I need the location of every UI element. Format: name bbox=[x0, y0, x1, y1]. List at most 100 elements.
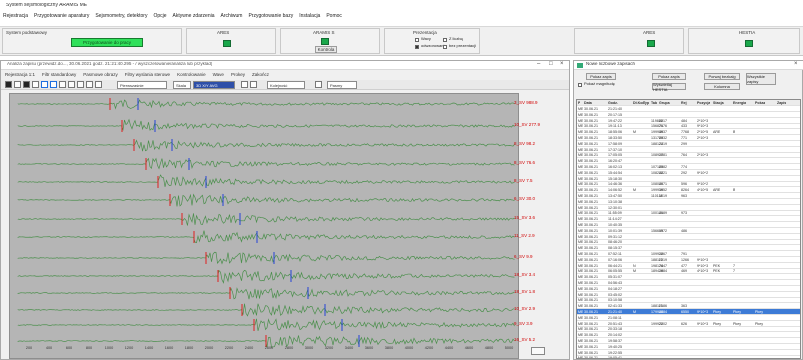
table-row[interactable]: ME 30.06.21 21:21:40 M 179948 2884 6550 9*10^3 P… bbox=[577, 309, 800, 315]
table-row[interactable]: ME 30.06.21 15:18:30 bbox=[577, 176, 800, 182]
seis-menu-1[interactable]: Rejestracja 1:1 bbox=[5, 72, 36, 77]
table-row[interactable]: ME 30.06.21 19:22:55 bbox=[577, 350, 800, 356]
table-row[interactable]: ME 30.06.21 02:41:33 188115 2186 363 bbox=[577, 303, 800, 310]
table-row[interactable]: ME 30.06.21 16:20:47 bbox=[577, 158, 800, 165]
stop-icon[interactable] bbox=[5, 81, 12, 88]
hestia-status-icon[interactable] bbox=[745, 40, 753, 47]
table-header-cell[interactable]: Rej bbox=[681, 101, 687, 105]
menu-item-baza[interactable]: Przygotowanie bazy bbox=[248, 13, 294, 19]
table-row[interactable]: ME 30.06.21 09:31:12 bbox=[577, 234, 800, 240]
table-row[interactable]: ME 30.06.21 16:02:13 107186 2382 774 bbox=[577, 164, 800, 170]
table-row[interactable]: ME 30.06.21 11:55:09 100146 2189 973 bbox=[577, 210, 800, 217]
table-row[interactable]: ME 30.06.21 15:44:54 108248 2221 292 9*10^2 bbox=[577, 170, 800, 176]
table-row[interactable]: ME 30.06.21 17:05:05 108927 1681 764 2*10^3 bbox=[577, 152, 800, 159]
menu-item-zdarzenia[interactable]: Aktywne zdarzenia bbox=[172, 13, 215, 19]
seis-menu-2[interactable]: Filtr standardowy bbox=[42, 72, 77, 77]
table-row[interactable]: ME 30.06.21 05:31:07 bbox=[577, 274, 800, 281]
menu-item-pomoc[interactable]: Pomoc bbox=[326, 13, 342, 19]
table-row[interactable]: ME 30.06.21 03:10:58 bbox=[577, 297, 800, 304]
table-header-cell[interactable]: Pozycja bbox=[697, 101, 711, 105]
table-row[interactable]: ME 30.06.21 07:52:11 109922 1667 791 bbox=[577, 251, 800, 257]
seis-menu-5[interactable]: Kontrolowanie bbox=[177, 72, 206, 77]
kontrola-button[interactable]: Kontrola bbox=[315, 46, 337, 53]
table-row[interactable]: ME 30.06.21 20:14:02 bbox=[577, 332, 800, 339]
table-row[interactable]: ME 30.06.21 19:58:37 bbox=[577, 338, 800, 344]
toolbar-icon-11[interactable] bbox=[95, 81, 102, 88]
table-header-cell[interactable]: Tab bbox=[651, 101, 658, 105]
table-row[interactable]: ME 30.06.21 21:08:11 bbox=[577, 315, 800, 321]
band-select[interactable]: Pasmy bbox=[327, 81, 357, 89]
play-icon[interactable] bbox=[23, 81, 30, 88]
scale-select[interactable]: 3D X/Y AVG bbox=[193, 81, 235, 89]
table-row[interactable]: ME 30.06.21 11:14:27 bbox=[577, 216, 800, 223]
events-close-icon[interactable]: × bbox=[794, 61, 798, 67]
table-row[interactable]: ME 30.06.21 21:21:40 bbox=[577, 106, 800, 112]
seis-menu-6[interactable]: Wave bbox=[212, 72, 224, 77]
table-header-cell[interactable]: Data bbox=[584, 101, 592, 105]
table-row[interactable]: ME 30.06.21 13:47:50 110118 1819 963 bbox=[577, 193, 800, 199]
table-row[interactable]: ME 30.06.21 20:51:43 199922 2002 626 9*10^3 Pke… bbox=[577, 321, 800, 327]
table-row[interactable]: ME 30.06.21 04:18:27 bbox=[577, 286, 800, 292]
table-row[interactable]: ME 30.06.21 19:11:13 156876 2176 433 9*10^3 bbox=[577, 123, 800, 130]
toolbar-icon-13[interactable] bbox=[250, 81, 257, 88]
pokaz-zapis-button-2[interactable]: Pokaz zapis bbox=[652, 73, 686, 80]
table-row[interactable]: ME 30.06.21 17:37:10 bbox=[577, 147, 800, 153]
table-row[interactable]: ME 30.06.21 08:46:20 bbox=[577, 239, 800, 246]
ares-2-status-icon[interactable] bbox=[647, 40, 655, 47]
table-row[interactable]: ME 30.06.21 14:06:52 M 199919 3652 8264 4*10^5 A… bbox=[577, 187, 800, 194]
order-select[interactable]: Kolejność bbox=[267, 81, 305, 89]
table-row[interactable]: ME 30.06.21 19:05:41 bbox=[577, 355, 800, 358]
table-row[interactable]: ME 30.06.21 20:17:15 bbox=[577, 112, 800, 118]
menu-item-aparatura[interactable]: Przygotowanie aparatury bbox=[34, 13, 90, 19]
table-row[interactable]: ME 30.06.21 12:30:01 bbox=[577, 205, 800, 211]
table-row[interactable]: ME 30.06.21 18:55:06 M 199946 3937 7768 2*10^5 A… bbox=[577, 129, 800, 136]
menu-item-sejsmometry[interactable]: Sejsmometry, detektory bbox=[95, 13, 148, 19]
mode-select[interactable]: Pierwszaśnie bbox=[117, 81, 167, 89]
toolbar-icon-12[interactable] bbox=[241, 81, 248, 88]
table-row[interactable]: ME 30.06.21 18:33:50 131788 2932 771 2*10^3 bbox=[577, 135, 800, 141]
ares-1-status-icon[interactable] bbox=[223, 40, 231, 47]
table-row[interactable]: ME 30.06.21 13:10:38 bbox=[577, 199, 800, 205]
hestia-button[interactable]: Wyświetlaj HESTIA bbox=[652, 82, 686, 92]
seis-menu-7[interactable]: Prokey bbox=[230, 72, 245, 77]
menu-item-opcje[interactable]: Opcje bbox=[153, 13, 167, 19]
filter-select[interactable]: Wszystkie zapisy bbox=[746, 73, 776, 85]
aramis-status-icon[interactable] bbox=[321, 38, 329, 45]
table-header-cell[interactable]: Grupa bbox=[659, 101, 670, 105]
table-row[interactable]: ME 30.06.21 06:44:21 N 198174 2847 477 9*10^3 PE… bbox=[577, 263, 800, 269]
table-header-cell[interactable]: Typ bbox=[643, 101, 650, 105]
table-header-cell[interactable]: Dł.Kod bbox=[633, 101, 645, 105]
table-row[interactable]: ME 30.06.21 06:05:55 M 189416 2884 469 4*10^3 PE… bbox=[577, 268, 800, 275]
table-header-cell[interactable]: P bbox=[578, 101, 581, 105]
menu-item-instalacja[interactable]: Instalacja bbox=[299, 13, 321, 19]
toolbar-icon-8[interactable] bbox=[68, 81, 75, 88]
toolbar-icon-7[interactable] bbox=[59, 81, 66, 88]
toolbar-icon-14[interactable] bbox=[315, 81, 322, 88]
menu-item-archiwum[interactable]: Archiwum bbox=[220, 13, 243, 19]
close-icon[interactable]: × bbox=[560, 61, 564, 67]
toolbar-icon-2[interactable] bbox=[14, 81, 21, 88]
porwaj-button[interactable]: Porwaj bezkalg bbox=[704, 73, 740, 80]
table-row[interactable]: ME 30.06.21 04:56:43 bbox=[577, 280, 800, 286]
table-row[interactable]: ME 30.06.21 10:01:39 156605 1972 486 bbox=[577, 228, 800, 234]
menu-item-rejestracja[interactable]: Rejestracja bbox=[3, 13, 29, 19]
toolbar-icon-4[interactable] bbox=[32, 81, 39, 88]
toolbar-icon-10[interactable] bbox=[86, 81, 93, 88]
seismogram-plot[interactable] bbox=[9, 93, 519, 359]
table-header-cell[interactable]: Pokaz bbox=[755, 101, 766, 105]
maximize-icon[interactable]: □ bbox=[549, 61, 553, 67]
zoom-in-icon[interactable] bbox=[41, 81, 48, 88]
wavy-radio[interactable] bbox=[415, 38, 419, 42]
table-header-cell[interactable]: Stacja bbox=[713, 101, 724, 105]
table-row[interactable]: ME 30.06.21 17:58:09 188124 2219 299 bbox=[577, 141, 800, 147]
horizontal-scroll[interactable] bbox=[531, 347, 545, 355]
zoom-out-icon[interactable] bbox=[50, 81, 57, 88]
seis-menu-3[interactable]: Pasmowe obrazy bbox=[83, 72, 118, 77]
events-table[interactable]: P Data Godz. Dł.Kod Typ Tab Grupa Rej Pozycja Sta… bbox=[576, 99, 801, 359]
bez-prezentacji-radio[interactable] bbox=[443, 45, 447, 49]
table-row[interactable]: ME 30.06.21 07:16:06 188115 2219 1266 9*10^3 bbox=[577, 257, 800, 263]
table-row[interactable]: ME 30.06.21 19:47:22 119888 2217 484 2*10^3 bbox=[577, 118, 800, 124]
kolumna-button[interactable]: Kolumna bbox=[704, 83, 740, 90]
table-row[interactable]: ME 30.06.21 14:46:36 108046 2071 596 9*10^2 bbox=[577, 181, 800, 188]
table-header-cell[interactable]: Zapis bbox=[777, 101, 787, 105]
